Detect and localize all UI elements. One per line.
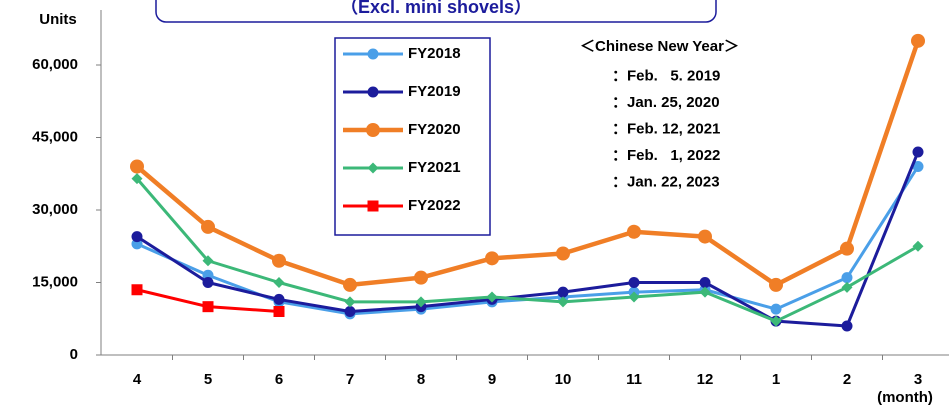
data-point <box>699 286 711 298</box>
legend-marker <box>366 123 380 137</box>
x-tick-label: 6 <box>275 371 283 388</box>
data-point <box>628 291 640 303</box>
data-point <box>912 161 924 172</box>
data-point <box>131 284 143 296</box>
data-point <box>911 33 925 48</box>
annotation: ：Feb. 5. 2019 <box>612 67 720 84</box>
x-tick-label: 8 <box>417 371 425 388</box>
data-point <box>343 277 357 292</box>
data-point <box>130 159 144 174</box>
data-point <box>415 296 427 308</box>
legend-marker <box>367 86 379 98</box>
x-tick-label: 3 <box>914 371 922 388</box>
legend-label: FY2022 <box>408 197 461 214</box>
data-point <box>344 306 356 317</box>
data-point <box>485 251 499 266</box>
data-point <box>486 291 498 303</box>
data-point <box>557 296 569 308</box>
annotation: ：Feb. 1, 2022 <box>612 147 720 164</box>
x-tick-label: 9 <box>488 371 496 388</box>
x-tick-label: 5 <box>204 371 212 388</box>
x-tick-label: 7 <box>346 371 354 388</box>
legend-marker <box>367 48 379 60</box>
data-point <box>273 293 285 305</box>
annotation: ＜Chinese New Year＞ <box>580 38 739 55</box>
legend-label: FY2019 <box>408 83 461 100</box>
x-tick-label: 12 <box>697 371 714 388</box>
y-axis-label: Units <box>39 11 77 28</box>
y-tick-label: 45,000 <box>32 128 78 145</box>
title-box <box>155 0 717 23</box>
legend-label: FY2018 <box>408 45 461 62</box>
series-line <box>135 40 921 288</box>
data-point <box>912 240 924 252</box>
data-point <box>841 320 853 332</box>
data-point <box>414 270 428 285</box>
x-tick-label: 2 <box>843 371 851 388</box>
data-point <box>699 277 711 288</box>
y-tick-label: 15,000 <box>32 273 78 290</box>
data-point <box>770 303 782 315</box>
x-tick-label: 10 <box>555 371 572 388</box>
series-line <box>135 177 919 323</box>
data-point <box>628 277 640 288</box>
data-point <box>698 229 712 244</box>
legend-label: FY2020 <box>408 121 461 138</box>
legend-label: FY2021 <box>408 159 461 176</box>
data-point <box>202 277 214 288</box>
legend-marker <box>367 200 379 212</box>
x-tick-label: 1 <box>772 371 780 388</box>
y-tick-label: 0 <box>70 346 78 363</box>
x-tick-label: 4 <box>133 371 142 388</box>
y-tick-label: 30,000 <box>32 201 78 218</box>
legend-marker <box>367 162 379 174</box>
data-point <box>273 306 285 317</box>
data-point <box>273 277 285 288</box>
data-point <box>202 255 214 267</box>
data-point <box>202 301 214 313</box>
data-point <box>201 219 215 234</box>
data-point <box>841 281 853 293</box>
series-line <box>136 151 920 328</box>
data-point <box>556 246 570 261</box>
data-point <box>557 286 569 298</box>
data-point <box>912 146 924 158</box>
data-point <box>840 241 854 256</box>
data-point <box>131 173 143 185</box>
annotation: ：Jan. 25, 2020 <box>612 94 720 111</box>
data-point <box>769 277 783 292</box>
annotation: ：Jan. 22, 2023 <box>612 173 720 190</box>
y-tick-label: 60,000 <box>32 56 78 73</box>
legend-box <box>334 37 491 236</box>
x-tick-label: 11 <box>626 371 642 388</box>
chart-title: （Excl. mini shovels） <box>340 0 532 17</box>
series-line <box>136 165 920 316</box>
data-point <box>344 296 356 308</box>
annotation: ：Feb. 12, 2021 <box>612 120 720 137</box>
data-point <box>841 272 853 284</box>
data-point <box>627 224 641 239</box>
data-point <box>131 231 143 243</box>
data-point <box>770 315 782 327</box>
data-point <box>272 253 286 268</box>
x-axis-label: (month) <box>877 389 933 406</box>
